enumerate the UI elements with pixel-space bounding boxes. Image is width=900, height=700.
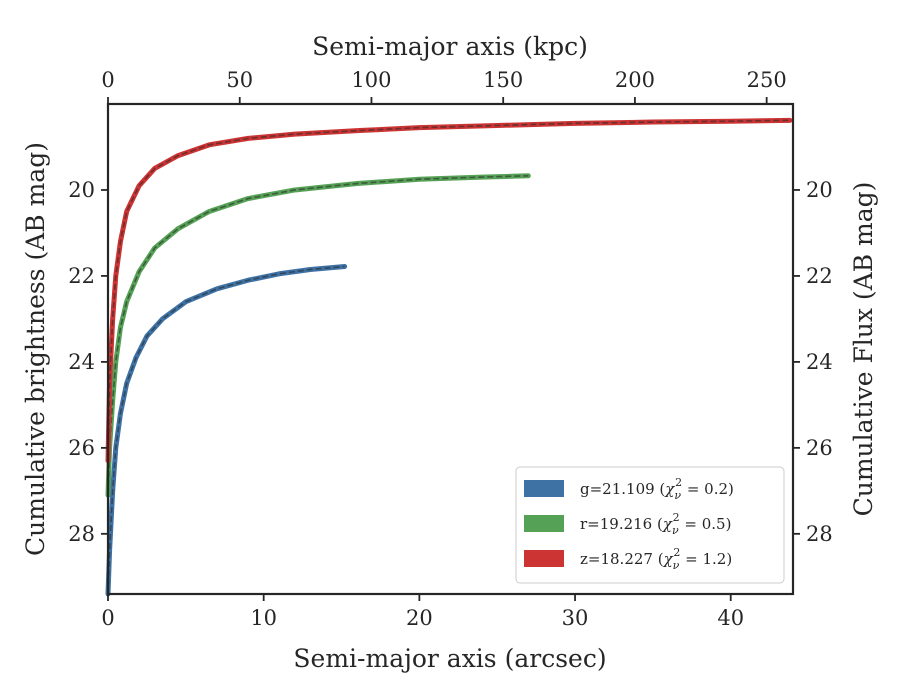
series-model-line-r [107, 174, 529, 496]
x-axis-title-bottom: Semi-major axis (arcsec) [293, 644, 606, 673]
x-tick-label-0: 0 [101, 606, 114, 630]
legend-swatch-g [524, 480, 564, 497]
x-top-tick-label-150: 150 [483, 68, 523, 92]
y-tick-label-22: 22 [68, 264, 95, 288]
x-tick-label-10: 10 [250, 606, 277, 630]
x-tick-label-20: 20 [406, 606, 433, 630]
legend-label-z: z=18.227 (χν2 = 1.2) [580, 546, 732, 572]
series-model-line-z [107, 119, 790, 461]
series-layer [105, 117, 793, 597]
x-axis-title-top: Semi-major axis (kpc) [312, 32, 588, 61]
x-top-tick-label-50: 50 [226, 68, 253, 92]
y-right-tick-label-24: 24 [806, 350, 833, 374]
x-tick-label-40: 40 [717, 606, 744, 630]
y-tick-label-26: 26 [68, 436, 95, 460]
legend: g=21.109 (χν2 = 0.2) r=19.216 (χν2 = 0.5)… [515, 466, 785, 584]
y-right-tick-label-28: 28 [806, 522, 833, 546]
y-tick-label-24: 24 [68, 350, 95, 374]
x-top-tick-label-100: 100 [351, 68, 391, 92]
plot-frame [106, 102, 795, 596]
x-top-tick-label-0: 0 [101, 68, 114, 92]
y-right-tick-label-20: 20 [806, 178, 833, 202]
legend-frame [515, 466, 785, 584]
y-axis-title-left: Cumulative brightness (AB mag) [21, 142, 50, 556]
y-tick-label-20: 20 [68, 178, 95, 202]
x-tick-label-30: 30 [562, 606, 589, 630]
y-tick-label-28: 28 [68, 522, 95, 546]
y-right-tick-label-26: 26 [806, 436, 833, 460]
y-right-tick-label-22: 22 [806, 264, 833, 288]
legend-label-g: g=21.109 (χν2 = 0.2) [580, 476, 734, 502]
ticks-layer: 0 10 20 30 40 0 50 100 150 200 250 20 20 22 22 24 24 26 26… [68, 68, 832, 630]
legend-label-r: r=19.216 (χν2 = 0.5) [580, 511, 731, 537]
y-axis-title-right: Cumulative Flux (AB mag) [849, 182, 878, 517]
legend-entries: g=21.109 (χν2 = 0.2) r=19.216 (χν2 = 0.5)… [524, 476, 734, 572]
x-top-tick-label-250: 250 [747, 68, 787, 92]
series-model-line-g [107, 265, 345, 595]
x-top-tick-label-200: 200 [615, 68, 655, 92]
legend-swatch-r [524, 515, 564, 532]
legend-swatch-z [524, 550, 564, 567]
